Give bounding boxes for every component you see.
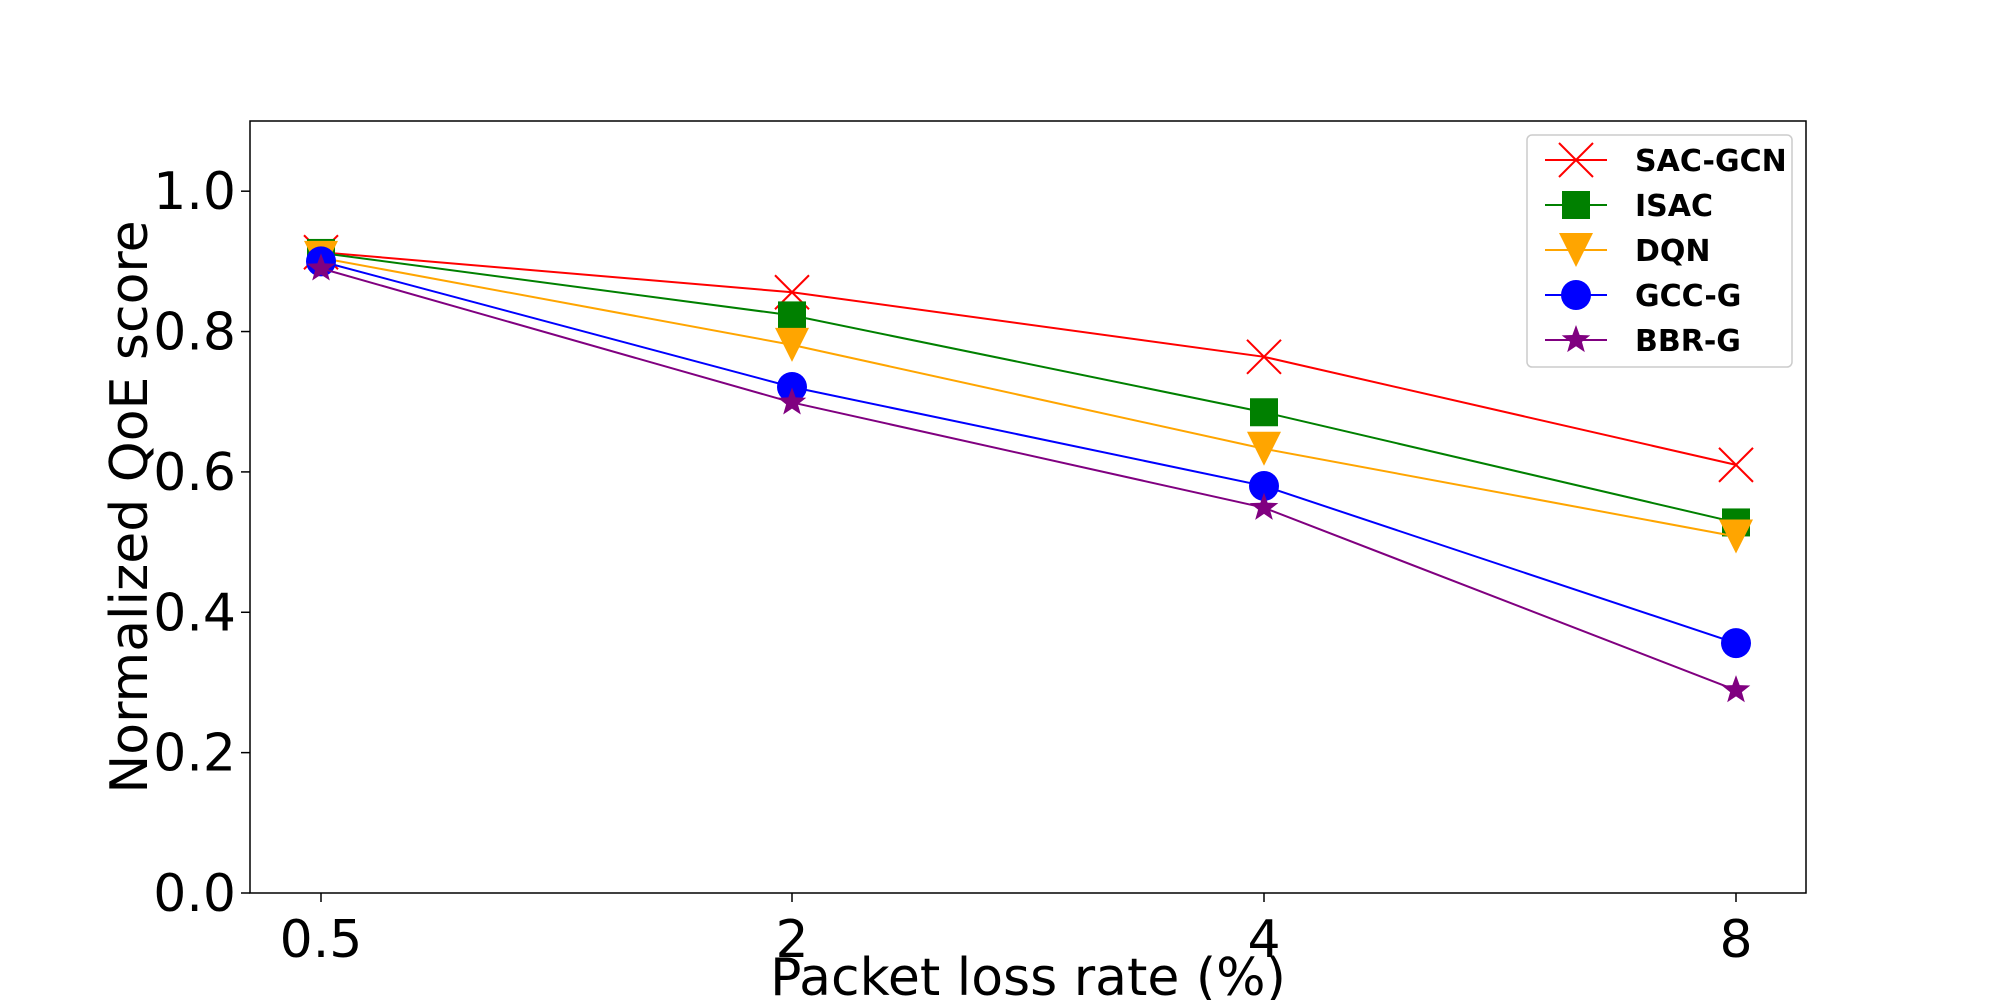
legend-item-bbr-g: BBR-G [1545, 324, 1741, 359]
legend-item-dqn: DQN [1545, 233, 1711, 269]
legend-marker-gcc-g [1561, 280, 1591, 310]
series-line-dqn [320, 256, 1737, 538]
y-tick-label: 1.0 [153, 162, 236, 222]
plot-frame [249, 120, 1807, 894]
legend-box [1526, 134, 1793, 368]
data-point-dqn [1719, 519, 1753, 554]
legend-item-sac-gcn: SAC-GCN [1545, 142, 1787, 179]
legend-label: DQN [1635, 234, 1711, 269]
x-tick-label: 2 [775, 910, 808, 970]
y-tick-label: 0.2 [153, 724, 236, 784]
data-point-bbr-g [1721, 675, 1751, 703]
data-point-dqn [775, 327, 809, 362]
data-point-bbr-g [306, 253, 336, 281]
data-point-bbr-g [777, 387, 807, 415]
data-point-isac [1250, 398, 1278, 427]
data-point-isac [778, 301, 806, 330]
series-line-isac [320, 251, 1737, 524]
y-tick-label: 0.8 [153, 303, 236, 363]
y-axis-label: Normalized QoE score [100, 220, 160, 793]
legend-marker-bbr-g [1561, 325, 1591, 353]
series-line-gcc-g [320, 260, 1737, 645]
legend-marker-dqn [1559, 233, 1593, 267]
legend-label: SAC-GCN [1635, 144, 1787, 179]
x-tick-label: 4 [1247, 910, 1280, 970]
data-point-gcc-g [1721, 628, 1751, 659]
legend-item-isac: ISAC [1545, 189, 1713, 224]
series-line-bbr-g [320, 267, 1737, 692]
data-point-dqn [1247, 431, 1281, 466]
legend-marker-isac [1562, 191, 1590, 219]
y-tick-label: 0.0 [153, 864, 236, 924]
x-tick-label: 0.5 [280, 910, 363, 970]
legend: SAC-GCN ISAC DQN GCC-G BBR-G [1526, 134, 1793, 368]
series-bbr-g [306, 253, 1751, 703]
legend-label: BBR-G [1635, 324, 1741, 359]
legend-item-gcc-g: GCC-G [1545, 279, 1741, 314]
series-line-sac-gcn [320, 251, 1737, 466]
legend-marker-sac-gcn [1558, 142, 1594, 178]
data-point-sac-gcn [1246, 339, 1282, 375]
x-axis-label: Packet loss rate (%) [770, 948, 1286, 1000]
y-tick-label: 0.4 [153, 583, 236, 643]
data-point-bbr-g [1249, 492, 1279, 520]
legend-label: GCC-G [1635, 279, 1741, 314]
data-point-sac-gcn [1718, 447, 1754, 483]
legend-label: ISAC [1635, 189, 1713, 224]
x-tick-label: 8 [1719, 910, 1752, 970]
data-point-gcc-g [1249, 470, 1279, 501]
y-tick-label: 0.6 [153, 443, 236, 503]
data-point-gcc-g [777, 371, 807, 402]
